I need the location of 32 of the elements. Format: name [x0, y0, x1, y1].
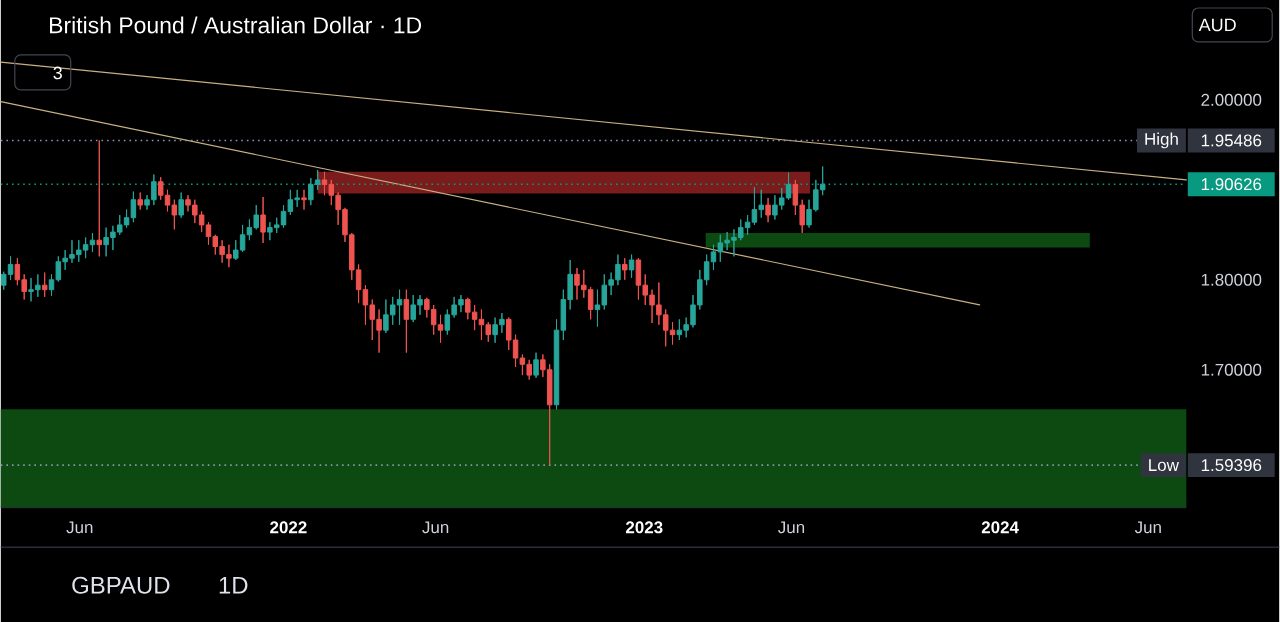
candlestick: [622, 257, 628, 281]
text: British Pound / Australian Dollar · 1D: [50, 16, 422, 34]
candlestick: [96, 139, 103, 257]
candlestick: [628, 253, 635, 279]
x-tick-label: Jun: [1134, 521, 1161, 534]
ref-line-label: High: [1145, 132, 1178, 149]
y-tick-label: 1.80000: [1201, 273, 1262, 286]
annotation: 3: [53, 66, 62, 80]
candlestick: [765, 197, 771, 223]
x-tick-label: 2023: [625, 521, 663, 534]
annotation: 1.95486: [1201, 134, 1262, 147]
candlestick: [130, 191, 137, 223]
candlestick: [260, 196, 266, 244]
ref-line-label: Low: [1149, 459, 1179, 471]
x-tick-label: 2024: [981, 521, 1019, 534]
x-tick-label: Jun: [778, 521, 805, 534]
annotation: 1.59396: [1201, 459, 1262, 472]
candlestick: [301, 189, 307, 210]
x-tick-label: Jun: [66, 521, 93, 534]
text: 1D: [219, 576, 248, 594]
y-tick-label: 1.70000: [1201, 363, 1262, 376]
candlestick: [178, 191, 184, 219]
candlestick: [533, 352, 539, 379]
candlestick: [41, 271, 48, 298]
text: GBPAUD: [72, 576, 170, 594]
y-tick-label: 2.00000: [1201, 93, 1262, 106]
x-tick-label: Jun: [422, 521, 449, 534]
candlestick: [403, 289, 410, 354]
candlestick: [137, 191, 143, 210]
x-tick-label: 2022: [270, 521, 307, 534]
annotation: 1.90626: [1201, 178, 1262, 191]
text: AUD: [1198, 18, 1236, 32]
